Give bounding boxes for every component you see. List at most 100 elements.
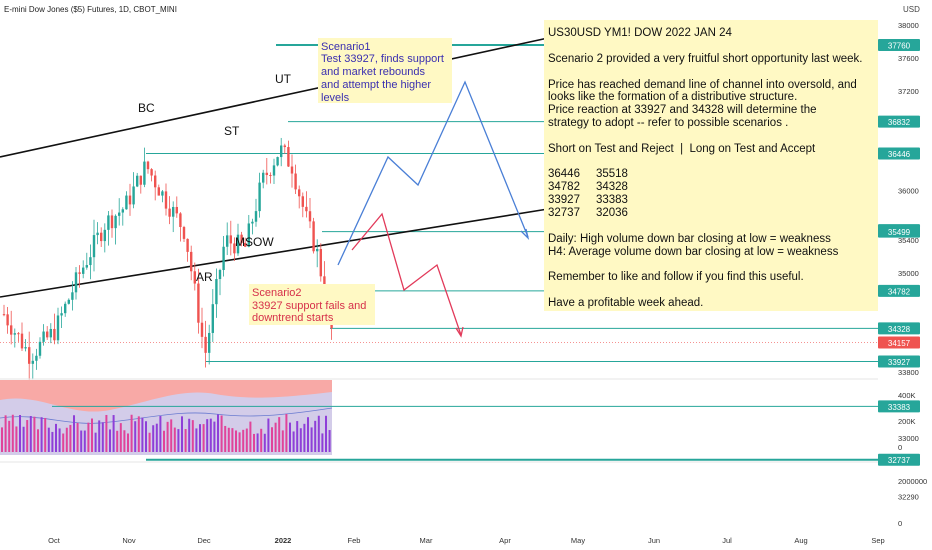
volume-bar bbox=[195, 428, 198, 452]
volume-bar bbox=[267, 418, 270, 452]
price-tick-label: 38000 bbox=[898, 21, 919, 30]
candle-body bbox=[290, 166, 294, 174]
price-channel bbox=[0, 37, 549, 298]
volume-bar bbox=[260, 428, 263, 452]
channel-upper-line bbox=[0, 37, 549, 158]
time-tick-label: Apr bbox=[499, 536, 511, 545]
volume-bar bbox=[105, 414, 108, 452]
volume-tick-label: 0 bbox=[898, 519, 902, 528]
note-title: US30USD YM1! DOW 2022 JAN 24 bbox=[548, 27, 732, 39]
volume-bar bbox=[55, 423, 57, 452]
candle-body bbox=[262, 172, 265, 183]
volume-bar bbox=[155, 423, 158, 452]
time-tick-label: Feb bbox=[348, 536, 361, 545]
candle-body bbox=[56, 315, 60, 341]
candle-body bbox=[200, 322, 204, 337]
label-ar: AR bbox=[196, 270, 213, 284]
candle-body bbox=[233, 243, 236, 254]
volume-tick-label: 0 bbox=[898, 443, 902, 452]
volume-bar bbox=[317, 415, 320, 452]
volume-bar bbox=[325, 415, 327, 452]
candle-body bbox=[179, 213, 182, 228]
volume-bar bbox=[328, 430, 331, 452]
candle-body bbox=[146, 161, 150, 170]
candle-body bbox=[197, 283, 200, 323]
price-tick-label: 35000 bbox=[898, 269, 919, 278]
candle-body bbox=[31, 360, 34, 364]
note-level-row: 32737 32036 bbox=[548, 207, 628, 219]
scenario1-line: levels bbox=[321, 92, 350, 104]
price-label-text: 35499 bbox=[888, 228, 911, 237]
volume-bar bbox=[173, 427, 176, 452]
price-label-box bbox=[878, 115, 920, 128]
candle-body bbox=[218, 270, 222, 280]
candle-body bbox=[161, 191, 164, 196]
volume-bar bbox=[188, 418, 191, 452]
time-tick-label: 2022 bbox=[275, 536, 292, 545]
price-tick-label: 33000 bbox=[898, 434, 919, 443]
volume-bar bbox=[19, 414, 21, 452]
candle-body bbox=[164, 191, 168, 209]
candle-body bbox=[193, 271, 196, 284]
price-label-text: 34782 bbox=[888, 287, 911, 296]
volume-average-line bbox=[0, 407, 333, 424]
volume-bar bbox=[321, 433, 324, 452]
candle-body bbox=[49, 328, 52, 338]
time-axis[interactable]: Oct Nov Dec 2022 Feb Mar Apr May Jun Jul Aug Sep bbox=[48, 536, 885, 545]
candle-body bbox=[269, 175, 272, 177]
volume-bar bbox=[163, 430, 165, 452]
volume-bar bbox=[40, 417, 43, 452]
candle-body bbox=[287, 147, 290, 167]
candle-body bbox=[85, 265, 88, 268]
note-line: Price has reached demand line of channel… bbox=[548, 79, 857, 91]
time-tick-label: Jul bbox=[722, 536, 732, 545]
price-label-text: 37760 bbox=[888, 42, 911, 51]
volume-bar bbox=[184, 429, 187, 452]
volume-bar bbox=[119, 423, 122, 452]
note-level-row: 36446 35518 bbox=[548, 168, 628, 180]
volume-bar bbox=[256, 433, 259, 452]
volume-bar bbox=[37, 429, 39, 452]
volume-bar bbox=[238, 432, 241, 452]
volume-bar bbox=[134, 421, 137, 452]
volume-bar bbox=[249, 421, 252, 452]
volume-bar bbox=[177, 429, 180, 452]
candle-body bbox=[103, 229, 106, 242]
candle-body bbox=[2, 314, 6, 316]
note-line: Short on Test and Reject | Long on Test … bbox=[548, 143, 816, 155]
candle-body bbox=[150, 169, 153, 176]
scenario1-line: and attempt the higher bbox=[321, 79, 431, 91]
price-label-text: 34157 bbox=[888, 339, 911, 348]
candle-body bbox=[226, 235, 229, 247]
volume-bar bbox=[80, 430, 83, 452]
note-line: Scenario 2 provided a very fruitful shor… bbox=[548, 53, 863, 65]
scenario2-arrowhead bbox=[455, 326, 464, 338]
candle-body bbox=[280, 145, 283, 158]
symbol-title: E-mini Dow Jones ($5) Futures, 1D, CBOT_… bbox=[4, 5, 177, 14]
candle-body bbox=[118, 212, 121, 216]
volume-bar bbox=[130, 414, 133, 452]
scenario1-line: and market rebounds bbox=[321, 66, 425, 78]
volume-bar bbox=[29, 416, 32, 452]
scenario2-line: Scenario2 bbox=[252, 287, 302, 299]
candle-body bbox=[298, 189, 301, 197]
note-line: H4: Average volume down bar closing at l… bbox=[548, 246, 839, 258]
candle-body bbox=[82, 267, 85, 274]
candle-body bbox=[175, 206, 178, 214]
price-axis[interactable]: 3800037600372003600035400350003420033800… bbox=[898, 21, 919, 501]
price-label-text: 32737 bbox=[888, 456, 911, 465]
volume-bar bbox=[281, 430, 284, 452]
candle-body bbox=[92, 235, 96, 258]
price-tick-label: 32290 bbox=[898, 493, 919, 502]
volume-bar bbox=[166, 421, 169, 452]
volume-bar bbox=[69, 424, 72, 452]
candle-body bbox=[308, 211, 312, 222]
time-tick-label: Dec bbox=[197, 536, 211, 545]
candle-body bbox=[316, 249, 319, 252]
candle-body bbox=[272, 165, 276, 176]
candle-body bbox=[265, 172, 268, 176]
currency-label: USD bbox=[903, 5, 920, 14]
time-tick-label: May bbox=[571, 536, 585, 545]
volume-bar bbox=[4, 415, 7, 452]
